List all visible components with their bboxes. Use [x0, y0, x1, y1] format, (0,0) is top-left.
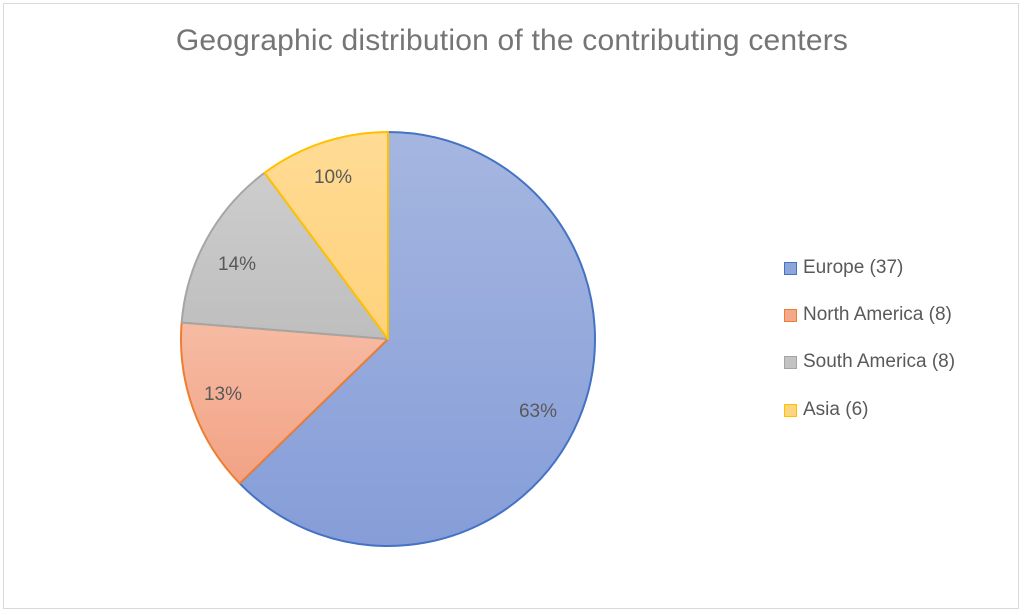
- swatch-south-america: [784, 355, 797, 369]
- data-label-asia: 10%: [314, 167, 352, 188]
- data-label-north-america: 13%: [204, 384, 242, 405]
- swatch-europe: [784, 261, 797, 275]
- swatch-north-america: [784, 308, 797, 322]
- legend-item-europe[interactable]: Europe (37): [784, 255, 903, 281]
- data-label-south-america: 14%: [218, 254, 256, 275]
- legend-item-south-america[interactable]: South America (8): [784, 349, 955, 375]
- legend-label: Asia (6): [803, 399, 869, 420]
- legend-item-asia[interactable]: Asia (6): [784, 397, 868, 423]
- legend-label: South America (8): [803, 351, 956, 372]
- slice-asia[interactable]: [263, 131, 389, 340]
- chart-title: Geographic distribution of the contribut…: [175, 24, 849, 57]
- legend-label: Europe (37): [803, 257, 904, 278]
- legend-label: North America (8): [803, 304, 952, 325]
- legend-item-north-america[interactable]: North America (8): [784, 302, 952, 328]
- swatch-asia: [784, 403, 797, 417]
- slice-south-america[interactable]: [180, 171, 389, 340]
- slice-europe[interactable]: [238, 131, 596, 547]
- data-label-europe: 63%: [519, 401, 557, 422]
- slice-north-america[interactable]: [180, 321, 389, 485]
